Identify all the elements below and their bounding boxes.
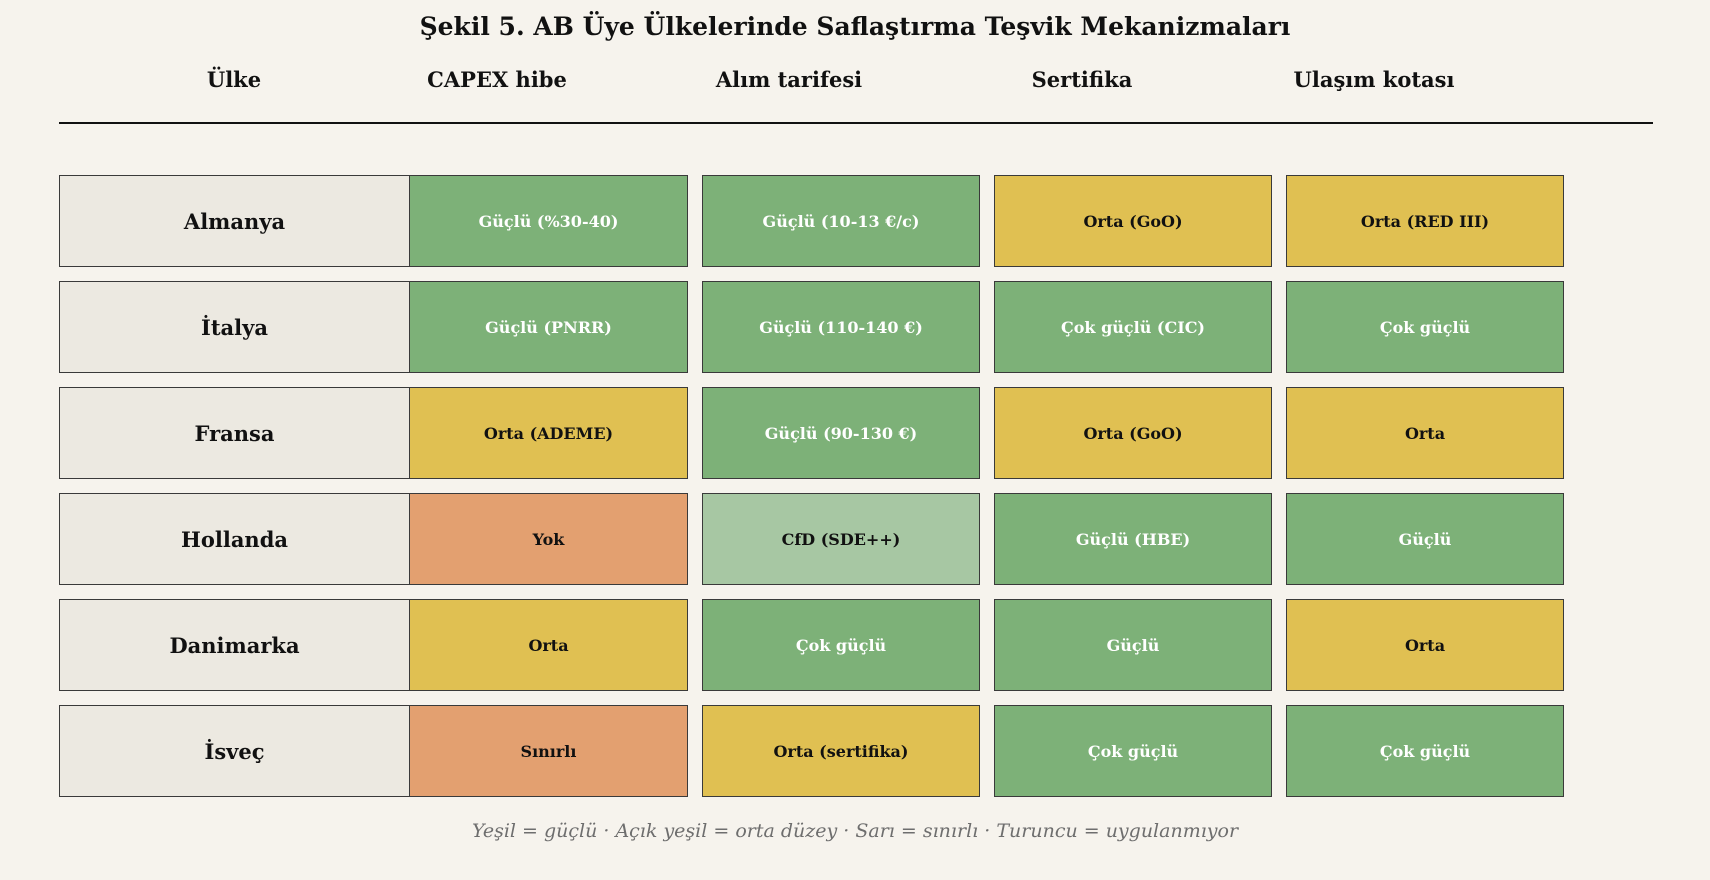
- incentive-cell: Güçlü: [994, 599, 1272, 691]
- country-cell: İtalya: [59, 281, 410, 373]
- incentive-cell: Güçlü (90-130 €): [702, 387, 980, 479]
- column-header: CAPEX hibe: [427, 67, 567, 92]
- incentive-cell: Çok güçlü: [994, 705, 1272, 797]
- column-header: Alım tarifesi: [715, 67, 863, 92]
- column-header: Ulaşım kotası: [1293, 67, 1455, 92]
- incentive-cell: Orta (RED III): [1286, 175, 1564, 267]
- incentive-cell: Çok güçlü (CIC): [994, 281, 1272, 373]
- incentive-cell: Orta (ADEME): [409, 387, 688, 479]
- incentive-cell: Sınırlı: [409, 705, 688, 797]
- incentive-cell: Orta (GoO): [994, 175, 1272, 267]
- incentive-cell: Çok güçlü: [1286, 705, 1564, 797]
- country-cell: Almanya: [59, 175, 410, 267]
- incentive-cell: Orta: [1286, 387, 1564, 479]
- incentive-cell: Orta (GoO): [994, 387, 1272, 479]
- incentive-cell: Çok güçlü: [702, 599, 980, 691]
- incentive-cell: Güçlü (%30-40): [409, 175, 688, 267]
- incentive-cell: Güçlü: [1286, 493, 1564, 585]
- incentive-cell: Güçlü (110-140 €): [702, 281, 980, 373]
- header-divider: [59, 122, 1653, 124]
- column-header: Sertifika: [1031, 67, 1133, 92]
- column-header: Ülke: [206, 67, 262, 92]
- country-cell: Danimarka: [59, 599, 410, 691]
- incentive-cell: Orta: [409, 599, 688, 691]
- incentive-cell: CfD (SDE++): [702, 493, 980, 585]
- country-cell: İsveç: [59, 705, 410, 797]
- incentive-cell: Güçlü (HBE): [994, 493, 1272, 585]
- incentive-cell: Orta: [1286, 599, 1564, 691]
- incentive-cell: Yok: [409, 493, 688, 585]
- country-cell: Fransa: [59, 387, 410, 479]
- incentive-cell: Orta (sertifika): [702, 705, 980, 797]
- incentive-cell: Çok güçlü: [1286, 281, 1564, 373]
- country-cell: Hollanda: [59, 493, 410, 585]
- incentive-cell: Güçlü (PNRR): [409, 281, 688, 373]
- incentive-cell: Güçlü (10-13 €/c): [702, 175, 980, 267]
- chart-title: Şekil 5. AB Üye Ülkelerinde Saflaştırma …: [419, 12, 1291, 41]
- legend-note: Yeşil = güçlü · Açık yeşil = orta düzey …: [471, 820, 1239, 842]
